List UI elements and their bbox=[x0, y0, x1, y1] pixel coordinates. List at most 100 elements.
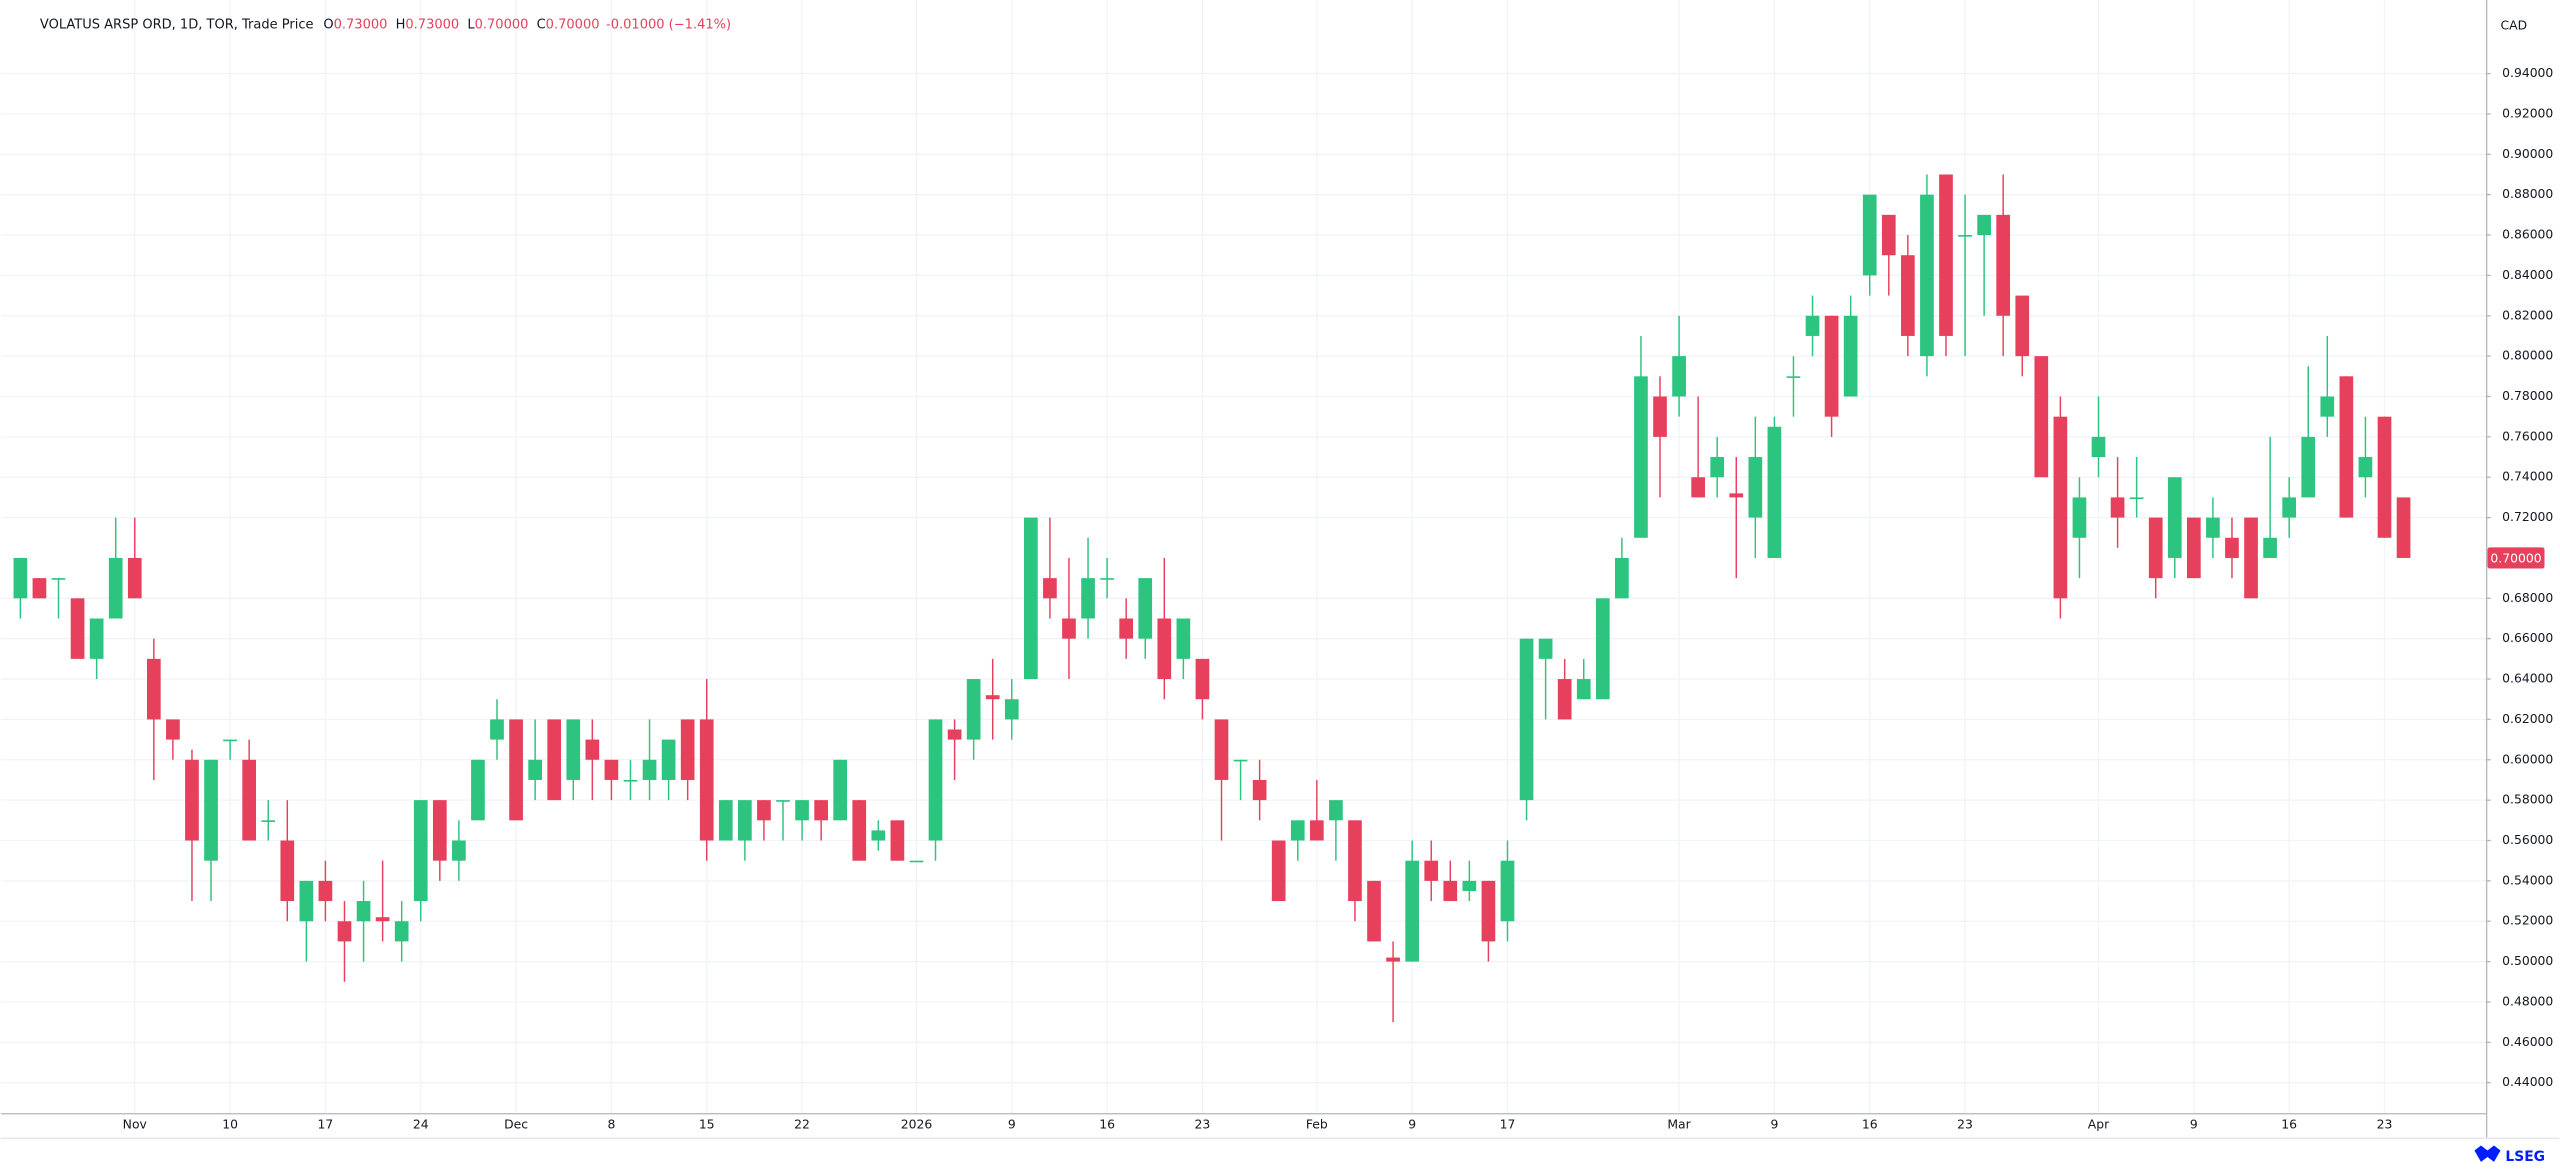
x-tick-label: Dec bbox=[504, 1118, 528, 1132]
candle-body bbox=[1538, 638, 1553, 659]
candle-body bbox=[604, 759, 619, 780]
x-tick-label: Nov bbox=[123, 1118, 147, 1132]
symbol-title: VOLATUS ARSP ORD, 1D, TOR, Trade Price bbox=[40, 17, 314, 32]
y-tick-label: 0.82000 bbox=[2502, 308, 2553, 322]
candle-body bbox=[1386, 957, 1400, 962]
candle-body bbox=[1767, 426, 1782, 558]
ohlc-value: 0.70000 bbox=[475, 17, 529, 32]
candle-body bbox=[1024, 517, 1038, 680]
logo-mark bbox=[2474, 1145, 2501, 1162]
candle-body bbox=[871, 830, 886, 841]
x-tick-label: 17 bbox=[318, 1118, 334, 1132]
x-tick-label: 9 bbox=[1008, 1118, 1016, 1132]
x-tick-label: 23 bbox=[1957, 1118, 1973, 1132]
candle-body bbox=[2282, 497, 2297, 518]
candle-body bbox=[1195, 658, 1210, 700]
candle-body bbox=[1004, 699, 1019, 720]
y-tick-label: 0.84000 bbox=[2502, 268, 2553, 282]
currency-label: CAD bbox=[2501, 19, 2528, 33]
ohlc-value: 0.73000 bbox=[334, 17, 388, 32]
x-tick-label: 24 bbox=[413, 1118, 429, 1132]
candle-body bbox=[1100, 578, 1114, 580]
candle-body bbox=[1557, 679, 1572, 720]
x-tick-label: 9 bbox=[1770, 1118, 1778, 1132]
logo-text: LSEG bbox=[2505, 1149, 2545, 1165]
candle-body bbox=[1138, 578, 1153, 639]
y-tick-label: 0.46000 bbox=[2502, 1035, 2553, 1049]
y-tick-label: 0.66000 bbox=[2502, 631, 2553, 645]
candle-body bbox=[1615, 557, 1629, 599]
candle-body bbox=[261, 820, 276, 822]
candle-body bbox=[146, 658, 161, 720]
candle-body bbox=[2129, 497, 2144, 500]
x-tick-label: 23 bbox=[1195, 1118, 1211, 1132]
candle-body bbox=[108, 557, 123, 619]
candle-body bbox=[2015, 295, 2030, 357]
ohlc-key: O bbox=[323, 17, 333, 32]
candle-body bbox=[2053, 416, 2068, 599]
y-tick-label: 0.72000 bbox=[2502, 510, 2553, 524]
candle-body bbox=[2396, 497, 2411, 558]
x-tick-label: 8 bbox=[607, 1118, 615, 1132]
candle-body bbox=[1862, 194, 1877, 276]
y-tick-label: 0.48000 bbox=[2502, 994, 2553, 1008]
candle-body bbox=[1443, 880, 1458, 902]
candle-body bbox=[1119, 618, 1134, 639]
x-tick-label: Mar bbox=[1667, 1118, 1691, 1132]
candle-body bbox=[32, 578, 47, 599]
candle-body bbox=[1519, 638, 1534, 801]
y-tick-label: 0.92000 bbox=[2502, 106, 2553, 120]
candle-body bbox=[2186, 517, 2201, 579]
candle-body bbox=[528, 759, 542, 780]
candle-body bbox=[1843, 315, 1858, 397]
candle-body bbox=[1081, 578, 1095, 619]
x-tick-label: 16 bbox=[1862, 1118, 1878, 1132]
candle-body bbox=[185, 759, 199, 841]
candle-body bbox=[1214, 719, 1229, 780]
candle-body bbox=[928, 719, 943, 841]
candle-body bbox=[2091, 436, 2106, 458]
candle-body bbox=[1672, 356, 1686, 397]
candle-body bbox=[833, 759, 848, 821]
x-tick-label: Feb bbox=[1306, 1118, 1328, 1132]
x-tick-label: 23 bbox=[2377, 1118, 2393, 1132]
candle-body bbox=[2320, 396, 2335, 417]
y-tick-label: 0.62000 bbox=[2502, 712, 2553, 726]
candle-body bbox=[2167, 477, 2182, 558]
candle-body bbox=[814, 800, 828, 821]
candle-body bbox=[1405, 860, 1419, 962]
candle-body bbox=[13, 557, 28, 599]
ohlc-key: L bbox=[467, 17, 475, 32]
ohlc-value: 0.73000 bbox=[405, 17, 459, 32]
candle-body bbox=[1290, 820, 1305, 841]
candle-body bbox=[566, 719, 581, 780]
x-tick-label: 10 bbox=[222, 1118, 238, 1132]
candle-body bbox=[394, 921, 409, 942]
candle-body bbox=[1996, 214, 2011, 316]
candle-body bbox=[1805, 315, 1820, 336]
y-tick-label: 0.52000 bbox=[2502, 914, 2553, 928]
candle-body bbox=[1176, 618, 1191, 659]
candle-body bbox=[471, 759, 485, 821]
candle-body bbox=[1157, 618, 1172, 680]
candle-body bbox=[1233, 759, 1248, 762]
y-tick-label: 0.94000 bbox=[2502, 66, 2553, 80]
candle-body bbox=[1062, 618, 1076, 639]
candle-body bbox=[909, 860, 924, 863]
y-tick-label: 0.74000 bbox=[2502, 470, 2553, 484]
last-price-label: 0.70000 bbox=[2490, 551, 2541, 565]
candle-body bbox=[242, 759, 257, 841]
candle-body bbox=[337, 921, 352, 942]
candle-body bbox=[70, 598, 85, 659]
candle-body bbox=[2358, 457, 2373, 478]
candle-body bbox=[1691, 477, 1705, 498]
y-tick-label: 0.58000 bbox=[2502, 793, 2553, 807]
candle-body bbox=[1729, 493, 1744, 498]
candle-body bbox=[795, 800, 809, 821]
candle-body bbox=[1348, 820, 1362, 902]
candle-body bbox=[2377, 416, 2392, 538]
x-tick-label: 16 bbox=[2281, 1118, 2297, 1132]
candle-body bbox=[2148, 517, 2163, 579]
candle-body bbox=[985, 695, 1000, 700]
